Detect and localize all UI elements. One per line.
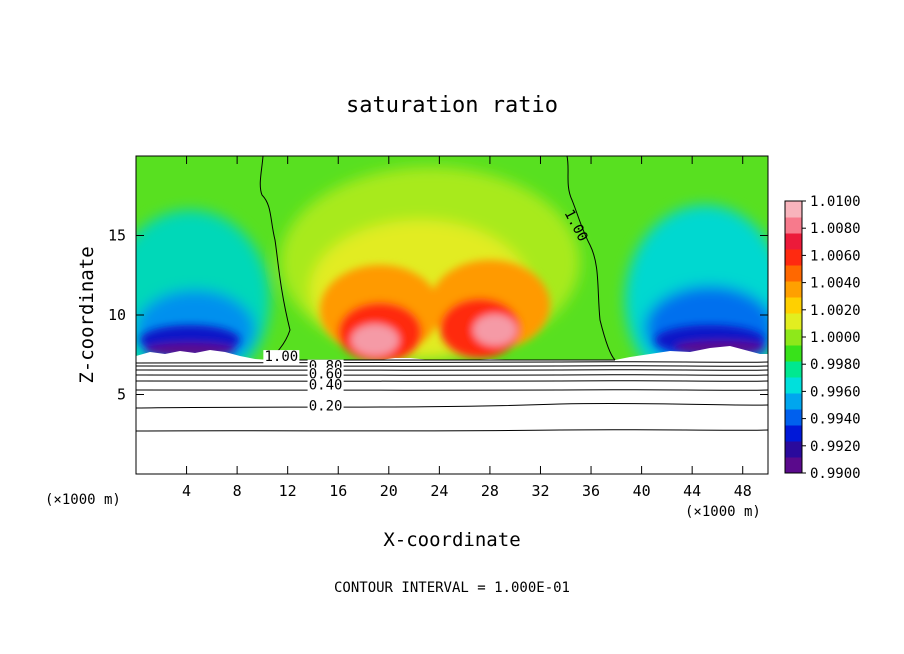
contour-label-bg — [307, 399, 344, 414]
colorbar-swatch — [785, 281, 802, 298]
x-tick-label: 4 — [182, 482, 191, 500]
colorbar-label: 1.0020 — [810, 303, 861, 319]
x-tick-label: 48 — [734, 482, 752, 500]
x-tick-label: 20 — [380, 482, 398, 500]
x-tick-label: 32 — [531, 482, 549, 500]
colorbar-label: 0.9920 — [810, 439, 861, 455]
colorbar-swatch — [785, 457, 802, 474]
colorbar-swatch — [785, 441, 802, 458]
contour-label-bg — [263, 350, 300, 365]
colorbar-label: 0.9900 — [810, 466, 861, 482]
colorbar-label: 1.0060 — [810, 248, 861, 264]
colorbar-swatch — [785, 361, 802, 378]
x-tick-label: 16 — [329, 482, 347, 500]
y-axis-label: Z-coordinate — [76, 246, 98, 383]
pink-max-right — [473, 314, 517, 346]
colorbar-label: 0.9980 — [810, 357, 861, 373]
contour-label: 0.60 — [309, 367, 343, 383]
colorbar-label: 0.9940 — [810, 412, 861, 428]
x-tick-label: 44 — [683, 482, 701, 500]
colorbar-swatch — [785, 393, 802, 410]
x-axis-ticks: 4 8 12 16 20 24 28 32 36 40 44 48 — [182, 156, 752, 500]
colorbar-swatch — [785, 409, 802, 426]
pink-max-left — [351, 324, 399, 356]
x-tick-label: 8 — [233, 482, 242, 500]
colorbar-swatch — [785, 233, 802, 250]
x-unit-right: (×1000 m) — [685, 504, 761, 520]
x-tick-label: 24 — [430, 482, 448, 500]
x-tick-label: 12 — [279, 482, 297, 500]
colorbar-label: 0.9960 — [810, 384, 861, 400]
contour-label: 0.20 — [309, 398, 343, 414]
contour-label: 1.00 — [265, 349, 299, 365]
heatmap-field — [136, 156, 768, 474]
x-unit-left: (×1000 m) — [45, 492, 121, 508]
chart-title: saturation ratio — [346, 93, 558, 118]
colorbar-swatch — [785, 425, 802, 442]
colorbar-swatch — [785, 201, 802, 218]
contour-lines — [135, 155, 769, 432]
colorbar-swatch — [785, 313, 802, 330]
x-axis-label: X-coordinate — [383, 529, 520, 551]
y-tick-label: 15 — [108, 227, 126, 245]
colorbar-swatch — [785, 329, 802, 346]
contour-label: 0.40 — [309, 378, 343, 394]
colorbar-swatch — [785, 297, 802, 314]
x-tick-label: 28 — [481, 482, 499, 500]
x-tick-label: 40 — [633, 482, 651, 500]
colorbar-label: 1.0000 — [810, 330, 861, 346]
y-axis-ticks: 5 10 15 — [108, 227, 768, 404]
contour-interval-note: CONTOUR INTERVAL = 1.000E-01 — [334, 580, 570, 596]
colorbar-label: 1.0080 — [810, 221, 861, 237]
y-tick-label: 5 — [117, 386, 126, 404]
contour-label-bg — [307, 378, 344, 393]
subsaturated-region — [136, 346, 768, 474]
colorbar: 1.0100 1.0080 1.0060 1.0040 1.0020 1.0000 0.99… — [784, 194, 861, 482]
colorbar-swatch — [785, 377, 802, 394]
colorbar-swatch — [785, 265, 802, 282]
colorbar-label: 1.0040 — [810, 276, 861, 292]
y-tick-label: 10 — [108, 306, 126, 324]
contour-label-bg — [307, 367, 344, 382]
colorbar-label: 1.0100 — [810, 194, 861, 210]
colorbar-swatch — [785, 345, 802, 362]
x-tick-label: 36 — [582, 482, 600, 500]
colorbar-swatch — [785, 217, 802, 234]
colorbar-swatch — [785, 249, 802, 266]
